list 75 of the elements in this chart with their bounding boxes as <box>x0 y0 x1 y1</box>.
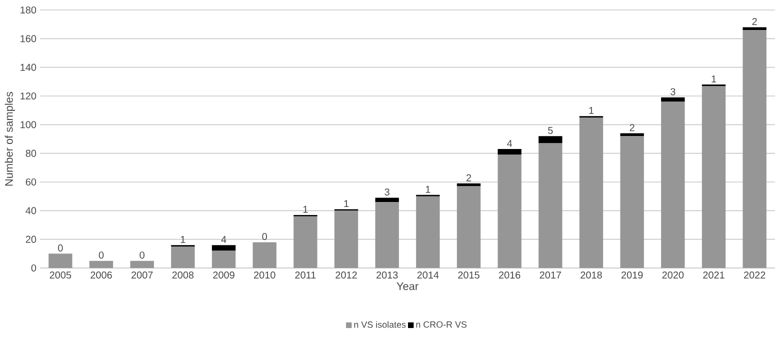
bar <box>456 186 481 268</box>
bar <box>538 143 562 268</box>
x-tick-label: 2014 <box>417 272 439 279</box>
bar <box>498 149 522 155</box>
x-tick-label: 2009 <box>213 272 234 279</box>
bar <box>538 136 562 144</box>
bar <box>742 30 766 268</box>
data-label: 1 <box>303 206 308 213</box>
x-tick-label: 2007 <box>132 272 153 279</box>
bar <box>702 86 726 268</box>
x-tick-label: 2016 <box>499 272 520 279</box>
bar <box>252 242 276 268</box>
data-label: 2 <box>630 124 634 132</box>
bar <box>375 202 399 268</box>
data-label: 0 <box>140 252 144 259</box>
x-tick-label: 2019 <box>622 272 643 279</box>
bar <box>375 198 399 202</box>
bar <box>89 260 114 268</box>
x-tick-label: 2012 <box>336 272 357 279</box>
x-tick-label: 2006 <box>90 272 112 279</box>
bar <box>661 97 685 102</box>
data-label: 0 <box>98 252 104 259</box>
x-tick-label: 2013 <box>376 272 398 279</box>
bar <box>498 154 522 268</box>
bar <box>130 260 154 268</box>
legend-label: n VS isolates <box>354 321 406 328</box>
bar <box>334 210 358 268</box>
x-tick-label: 2021 <box>703 272 724 279</box>
data-label: 2 <box>466 174 472 182</box>
data-label: 3 <box>670 88 676 96</box>
x-tick-label: 2015 <box>458 272 480 279</box>
y-tick-label: 140 <box>20 64 36 71</box>
x-tick-label: 2005 <box>50 272 72 279</box>
data-label: 1 <box>589 107 594 114</box>
y-tick-label: 60 <box>26 178 36 186</box>
x-tick-label: 2010 <box>254 272 276 279</box>
x-tick-label: 2011 <box>295 272 316 279</box>
bar <box>171 246 195 268</box>
y-axis-title: Number of samples <box>4 92 15 186</box>
x-tick-label: 2017 <box>540 272 562 279</box>
bar <box>742 27 766 30</box>
data-label: 1 <box>344 200 349 208</box>
bar <box>212 250 236 268</box>
bar <box>48 254 72 268</box>
x-tick-label: 2022 <box>744 272 766 279</box>
bar <box>456 183 481 186</box>
y-tick-label: 120 <box>20 92 36 100</box>
data-label: 4 <box>507 140 512 147</box>
legend-label: n CRO-R VS <box>416 321 467 328</box>
data-label: 0 <box>58 244 63 252</box>
data-label: 1 <box>180 236 186 243</box>
y-tick-label: 80 <box>26 150 36 157</box>
y-tick-label: 0 <box>31 264 36 272</box>
x-axis-title: Year <box>396 282 418 290</box>
y-tick-label: 180 <box>20 6 36 14</box>
bar <box>579 118 604 268</box>
data-label: 1 <box>426 186 430 193</box>
bar <box>212 245 236 251</box>
bar <box>620 136 644 268</box>
x-tick-label: 2018 <box>580 272 602 279</box>
bar <box>416 196 440 268</box>
y-tick-label: 100 <box>20 121 36 128</box>
x-tick-label: 2008 <box>172 272 194 279</box>
data-label: 5 <box>548 126 553 134</box>
y-tick-label: 20 <box>26 236 36 243</box>
y-tick-label: 40 <box>26 207 36 214</box>
bar <box>294 216 318 268</box>
y-tick-label: 160 <box>20 35 36 42</box>
x-tick-label: 2020 <box>662 272 684 279</box>
data-label: 4 <box>221 236 226 243</box>
data-label: 0 <box>262 232 267 240</box>
bar <box>661 102 685 268</box>
data-label: 1 <box>712 75 716 82</box>
data-label: 3 <box>384 188 390 196</box>
data-label: 2 <box>752 18 757 26</box>
